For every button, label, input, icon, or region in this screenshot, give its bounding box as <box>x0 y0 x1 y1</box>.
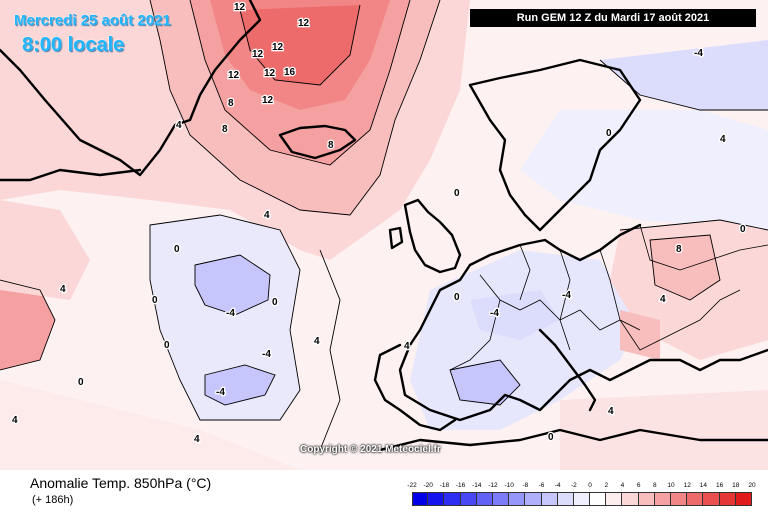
forecast-hour: 8:00 locale <box>22 34 125 56</box>
contour-label: 12 <box>298 18 310 29</box>
legend-tick-label: -20 <box>423 482 433 489</box>
legend-swatch <box>476 492 493 506</box>
legend-swatch <box>638 492 655 506</box>
contour-label: 12 <box>264 68 276 79</box>
legend-tick-label: 6 <box>636 482 641 489</box>
legend-tick-label: -14 <box>472 482 482 489</box>
legend-swatch <box>687 492 704 506</box>
contour-label: 0 <box>272 297 278 308</box>
legend-swatch <box>606 492 623 506</box>
run-info: Run GEM 12 Z du Mardi 17 août 2021 <box>470 9 756 27</box>
legend-swatch <box>492 492 510 506</box>
contour-label: -4 <box>226 308 235 319</box>
legend-swatch <box>412 492 429 506</box>
contour-label: 4 <box>720 134 726 145</box>
legend-tick-label: -2 <box>571 482 577 489</box>
legend-swatch <box>654 492 672 506</box>
legend-swatch <box>622 492 639 506</box>
contour-label: 4 <box>60 284 66 295</box>
legend-tick-label: 14 <box>699 482 708 489</box>
contour-label: 12 <box>234 2 246 13</box>
contour-label: 12 <box>252 49 264 60</box>
legend-tick-label: 0 <box>588 482 592 489</box>
contour-label: 4 <box>314 336 320 347</box>
legend-swatch <box>557 492 574 506</box>
contour-label: 0 <box>164 340 170 351</box>
legend-swatch <box>509 492 526 506</box>
legend-swatch <box>460 492 477 506</box>
color-legend: -22 -20 -18 -16 -14 -12 -10 -8 -6 -4 -2 0 2 4 6 8 10 12 14… <box>407 474 756 510</box>
legend-tick-label: 18 <box>732 482 740 489</box>
contour-label: 0 <box>174 244 180 255</box>
legend-tick-label: -16 <box>455 482 466 489</box>
legend-tick-label: 12 <box>683 482 691 489</box>
contour-label: 12 <box>262 95 274 106</box>
legend-tick-label: -6 <box>538 482 545 489</box>
contour-label: 0 <box>454 292 460 303</box>
contour-label: 0 <box>152 295 158 306</box>
legend-tick-label: -8 <box>522 482 529 489</box>
legend-tick-label: 8 <box>653 482 657 489</box>
legend-swatch <box>719 492 736 506</box>
contour-label: 0 <box>606 128 612 139</box>
legend-tick-label: -4 <box>554 482 561 489</box>
contour-label: 0 <box>548 432 554 443</box>
legend-tick-label: -18 <box>439 482 450 489</box>
contour-label: -4 <box>694 48 703 59</box>
legend-swatch <box>428 492 445 506</box>
legend-swatch <box>444 492 461 506</box>
contour-label: 0 <box>78 377 84 388</box>
contour-label: 16 <box>284 67 296 78</box>
contour-label: 0 <box>454 188 460 199</box>
contour-label: 12 <box>228 70 240 81</box>
variable-title: Anomalie Temp. 850hPa (°C) <box>30 475 212 491</box>
legend-tick-label: 10 <box>667 482 675 489</box>
contour-label: -4 <box>490 308 499 319</box>
legend-tick-label: 20 <box>748 482 756 489</box>
legend-tick-label: 2 <box>604 482 609 489</box>
legend-tick-label: -22 <box>407 482 417 489</box>
legend-swatch <box>671 492 688 506</box>
contour-label: 8 <box>676 244 682 255</box>
contour-label: 4 <box>176 120 182 131</box>
contour-label: 0 <box>740 224 746 235</box>
legend-swatch <box>703 492 720 506</box>
legend-swatch <box>541 492 558 506</box>
legend-swatch <box>573 492 591 506</box>
legend-tick-label: 16 <box>715 482 724 489</box>
contour-label: 4 <box>264 210 270 221</box>
anomaly-map: 12 12 12 12 12 12 16 12 8 8 8 4 4 4 4 0 … <box>0 0 768 470</box>
legend-tick-label: -12 <box>488 482 498 489</box>
legend-swatch <box>735 492 752 506</box>
contour-label: 4 <box>194 434 200 445</box>
contour-label: 8 <box>328 140 334 151</box>
legend-swatch <box>525 492 542 506</box>
contour-label: -4 <box>562 290 571 301</box>
contour-label: 4 <box>660 294 666 305</box>
contour-label: 4 <box>404 341 410 352</box>
contour-label: 8 <box>222 124 228 135</box>
lead-time: (+ 186h) <box>32 494 74 506</box>
copyright: Copyright © 2021 Meteociel.fr <box>300 444 441 455</box>
forecast-date: Mercredi 25 août 2021 <box>14 12 171 29</box>
contour-label: 12 <box>272 42 284 53</box>
contour-label: 8 <box>228 98 234 109</box>
legend-tick-label: -10 <box>504 482 514 489</box>
contour-label: 4 <box>608 406 614 417</box>
contour-label: 4 <box>12 415 18 426</box>
contour-label: -4 <box>262 349 271 360</box>
bottom-bar: Anomalie Temp. 850hPa (°C) (+ 186h) -22-… <box>0 470 768 512</box>
legend-tick-label: 4 <box>620 482 625 489</box>
legend-swatch <box>590 492 607 506</box>
contour-label: -4 <box>216 387 225 398</box>
